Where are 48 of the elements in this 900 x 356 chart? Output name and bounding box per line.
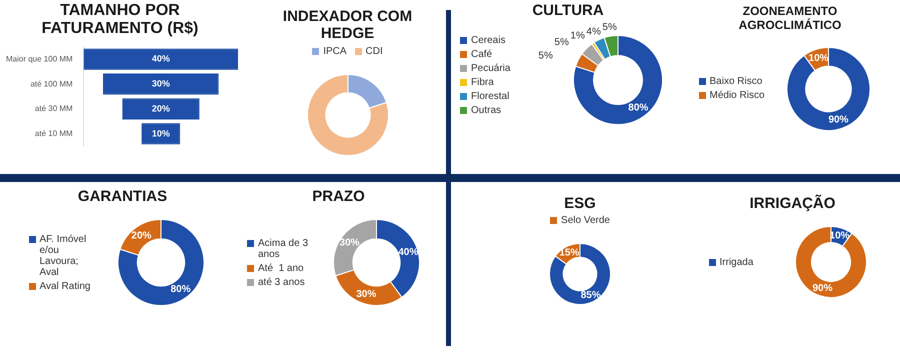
data-label: 10% xyxy=(151,128,170,138)
legend-label: Médio Risco xyxy=(710,90,765,102)
legend-label: Baixo Risco xyxy=(710,76,762,88)
category-label: até 10 MM xyxy=(34,128,73,138)
legend-label: Selo Verde xyxy=(561,215,610,226)
data-label: 5% xyxy=(602,22,617,34)
chart-title: GARANTIAS xyxy=(76,188,168,206)
legend-label: Irrigada xyxy=(720,256,754,268)
data-label: 30% xyxy=(356,289,376,300)
chart-title: IRRIGAÇÃO xyxy=(748,195,836,212)
legend-label: Café xyxy=(471,48,492,60)
legend-label: Pecuária xyxy=(471,62,510,74)
chart-title: PRAZO xyxy=(311,188,366,206)
data-label: 10% xyxy=(808,52,828,64)
legend-label: Acima de 3 anos xyxy=(258,238,310,260)
chart-title: INDEXADOR COM HEDGE xyxy=(282,8,414,42)
data-label: 30% xyxy=(151,78,170,88)
data-label: 40% xyxy=(398,247,418,258)
legend-label: AF. Imóvel e/ou Lavoura; Aval xyxy=(40,234,88,278)
legend-label: até 3 anos xyxy=(258,276,305,288)
category-label: até 30 MM xyxy=(34,104,73,113)
data-label: 5% xyxy=(538,50,553,62)
legend-label: Outras xyxy=(471,104,502,116)
data-label: 90% xyxy=(828,114,848,125)
category-label: Maior que 100 MM xyxy=(5,54,73,64)
data-label: 80% xyxy=(628,102,648,114)
data-label: 20% xyxy=(130,230,152,242)
data-label: 30% xyxy=(340,238,360,249)
legend-label: Até 1 ano xyxy=(258,262,304,274)
legend-label: Cereais xyxy=(471,34,506,46)
data-label: 1% xyxy=(570,30,585,42)
data-label: 20% xyxy=(151,103,170,114)
data-label: 80% xyxy=(170,284,190,296)
legend-label: Florestal xyxy=(471,90,510,102)
chart-title: ZOONEAMENTO AGROCLIMÁTICO xyxy=(738,4,842,33)
text: TAMANHO POR FATURAMENTO (R$) xyxy=(40,2,200,39)
legend-label: CDI xyxy=(366,46,383,56)
legend-label: Aval Rating xyxy=(40,280,90,292)
data-label: 5% xyxy=(554,37,569,48)
data-label: 40% xyxy=(151,53,170,64)
data-label: 85% xyxy=(580,290,601,302)
chart-title: CULTURA xyxy=(531,2,605,20)
data-label: 4% xyxy=(586,26,601,38)
legend-label: Fibra xyxy=(471,76,494,88)
chart-title: ESG xyxy=(563,195,597,212)
legend-label: IPCA xyxy=(323,46,347,56)
data-label: 90% xyxy=(812,283,832,294)
category-label: até 100 MM xyxy=(30,79,73,88)
